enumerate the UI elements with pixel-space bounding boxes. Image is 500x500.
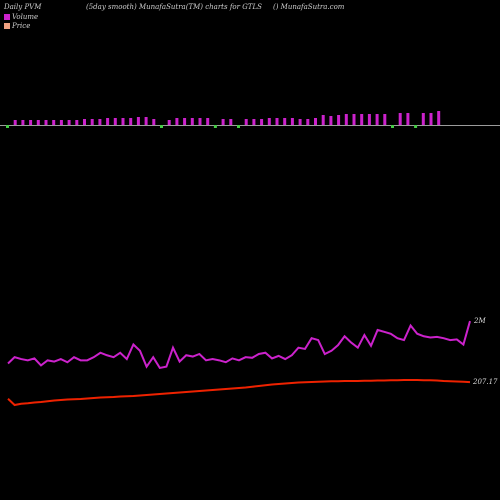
volume-bar <box>352 114 356 125</box>
price-line <box>7 379 471 407</box>
volume-bar <box>406 113 410 125</box>
volume-bar <box>398 113 402 125</box>
volume-end-label: 2M <box>473 317 486 325</box>
volume-bar <box>198 118 202 125</box>
volume-smooth-line <box>7 320 471 370</box>
volume-bar <box>337 115 341 125</box>
volume-bar <box>283 118 287 125</box>
volume-bar <box>113 118 117 125</box>
volume-bar <box>329 116 333 125</box>
volume-bar <box>260 119 264 125</box>
volume-bar <box>52 120 56 125</box>
legend-price-label: Price <box>12 22 31 30</box>
volume-bar <box>314 118 317 125</box>
volume-bar <box>67 120 71 125</box>
legend-volume-swatch <box>4 14 10 20</box>
volume-bar <box>414 125 418 128</box>
volume-bar <box>21 120 25 125</box>
volume-bar <box>160 125 163 128</box>
volume-bar <box>6 125 9 128</box>
trend-lines: 2M 207.17 <box>7 317 498 407</box>
volume-bar <box>13 120 17 125</box>
legend-price: Price <box>4 22 30 30</box>
volume-bar <box>421 113 425 125</box>
volume-bar <box>237 125 240 128</box>
volume-bar <box>275 118 279 125</box>
volume-bar <box>175 118 179 125</box>
volume-bar <box>36 120 40 125</box>
chart-header-left: Daily PVM <box>4 3 42 11</box>
volume-bar <box>244 119 248 125</box>
volume-bar <box>121 118 125 125</box>
volume-bar <box>152 119 156 125</box>
price-end-label: 207.17 <box>472 378 498 386</box>
volume-bar <box>367 114 371 125</box>
volume-bar <box>306 119 310 125</box>
volume-bar <box>129 118 133 125</box>
volume-bar <box>136 117 140 125</box>
volume-bar <box>290 118 294 125</box>
volume-bar <box>267 118 271 125</box>
volume-bar <box>144 117 148 125</box>
legend-volume-label: Volume <box>12 13 39 21</box>
legend-volume: Volume <box>4 13 38 21</box>
volume-bars <box>6 111 441 128</box>
volume-bar <box>98 119 102 125</box>
volume-bar <box>83 119 86 125</box>
volume-bar <box>229 119 233 125</box>
volume-bar <box>44 120 48 125</box>
volume-bar <box>75 120 79 125</box>
volume-bar <box>59 120 63 125</box>
volume-bar <box>183 118 187 125</box>
volume-bar <box>206 118 210 125</box>
volume-bar <box>429 113 433 125</box>
volume-bar <box>106 118 110 125</box>
volume-bar <box>190 118 194 125</box>
legend-price-swatch <box>4 23 10 29</box>
volume-bar <box>29 120 33 125</box>
volume-bar <box>360 114 364 125</box>
volume-bar <box>252 119 256 125</box>
chart-header-right: () MunafaSutra.com <box>273 3 345 11</box>
volume-bar <box>221 119 225 125</box>
volume-bar <box>375 114 379 125</box>
volume-bar <box>383 114 387 125</box>
chart-header-title: (5day smooth) MunafaSutra(TM) charts for… <box>86 3 262 11</box>
volume-bar <box>344 114 348 125</box>
volume-bar <box>437 111 441 125</box>
volume-bar <box>167 120 171 125</box>
volume-bar <box>298 119 302 125</box>
volume-bar <box>213 125 217 128</box>
volume-bar <box>90 119 94 125</box>
volume-bar <box>391 125 394 128</box>
volume-bar <box>321 115 325 125</box>
